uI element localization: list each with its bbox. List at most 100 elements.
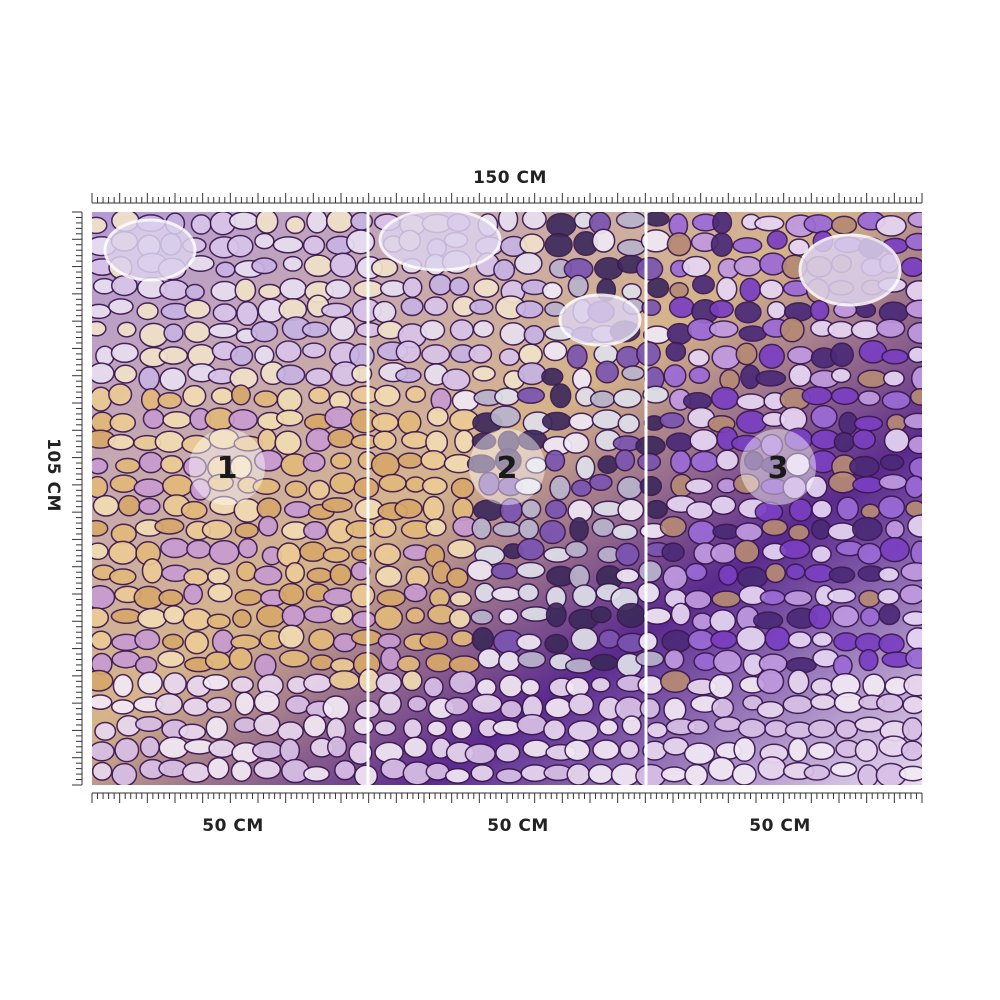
paint-cell	[285, 215, 306, 235]
paint-cell	[803, 214, 834, 234]
paint-cell	[850, 320, 881, 340]
paint-cell	[476, 678, 497, 697]
paint-cell	[162, 474, 194, 498]
paint-cell	[253, 690, 281, 714]
paint-cell	[285, 561, 306, 584]
paint-cell	[326, 736, 348, 758]
paint-cell	[448, 608, 471, 629]
paint-cell	[402, 717, 423, 739]
paint-cell	[687, 520, 717, 545]
paint-cell	[473, 278, 500, 298]
paint-cell	[636, 581, 661, 604]
paint-cell	[520, 499, 542, 519]
paint-cell	[234, 278, 257, 303]
paint-cell	[330, 605, 354, 625]
paint-cell	[735, 625, 767, 652]
paint-cell	[909, 387, 922, 406]
paint-cell	[852, 475, 884, 494]
paint-cell	[444, 696, 470, 716]
paint-cell	[828, 566, 856, 584]
paint-cell	[250, 320, 279, 343]
paint-cell	[301, 321, 329, 338]
paint-cell	[764, 562, 786, 584]
paint-cell	[549, 383, 572, 409]
paint-cell	[541, 281, 563, 300]
paint-cell	[405, 385, 427, 403]
paint-cell	[375, 672, 403, 694]
paint-cell	[788, 498, 813, 522]
paint-cell	[810, 677, 834, 696]
paint-cell	[159, 367, 187, 392]
paint-cell	[683, 742, 716, 766]
paint-cell	[734, 522, 763, 542]
paint-cell	[472, 319, 495, 338]
paint-cell	[275, 409, 304, 427]
paint-cell	[234, 522, 259, 539]
paint-cell	[803, 764, 831, 781]
paint-cell	[454, 429, 475, 454]
paint-cell	[301, 342, 327, 359]
paint-cell	[854, 738, 878, 763]
paint-cell	[544, 696, 572, 719]
paint-cell	[92, 320, 107, 337]
paint-cell	[711, 345, 741, 370]
paint-cell	[372, 430, 397, 451]
paint-cell	[397, 452, 423, 469]
paint-cell	[472, 365, 496, 382]
paint-cell	[835, 719, 859, 740]
panel-number: 2	[497, 451, 518, 486]
paint-cell	[401, 431, 431, 450]
paint-cell	[712, 212, 733, 235]
paint-cell	[419, 319, 446, 341]
panel-number: 3	[768, 451, 789, 486]
paint-cell	[543, 718, 566, 741]
paint-cell	[684, 589, 712, 610]
paint-cell	[666, 232, 692, 257]
paint-cell	[139, 322, 169, 348]
paint-cell	[302, 714, 327, 738]
paint-cell	[787, 737, 808, 763]
paint-cell	[92, 630, 112, 651]
paint-bubble	[103, 218, 197, 282]
paint-cell	[135, 716, 164, 732]
paint-cell	[734, 301, 762, 324]
paint-cell	[589, 473, 613, 492]
paint-cell	[616, 476, 643, 500]
paint-cell	[471, 693, 503, 715]
paint-cell	[420, 450, 447, 471]
paint-cell	[92, 457, 109, 475]
paint-cell	[329, 472, 357, 495]
paint-cell	[615, 212, 646, 229]
paint-cell	[230, 634, 261, 651]
paint-cell	[811, 631, 833, 648]
paint-cell	[157, 391, 183, 410]
paint-cell	[92, 669, 114, 692]
paint-cell	[272, 236, 304, 254]
paint-cell	[303, 765, 330, 783]
paint-cell	[590, 676, 611, 693]
paint-cell	[491, 586, 522, 602]
paint-cell	[711, 590, 741, 608]
paint-cell	[637, 452, 662, 472]
paint-cell	[516, 538, 545, 561]
paint-cell	[615, 567, 640, 584]
paint-cell	[669, 282, 689, 299]
paint-cell	[759, 589, 786, 606]
paint-cell	[516, 561, 546, 579]
paint-cell	[162, 605, 186, 625]
paint-cell	[857, 764, 879, 785]
paint-cell	[709, 299, 734, 319]
paint-cell	[858, 648, 879, 672]
paint-cell	[108, 298, 134, 315]
paint-cell	[308, 479, 331, 501]
paint-cell	[756, 668, 785, 695]
paint-cell	[202, 674, 230, 691]
paint-cell	[562, 432, 590, 454]
paint-cell	[520, 678, 541, 697]
paint-cell	[141, 558, 163, 584]
paint-cell	[92, 362, 115, 385]
paint-cell	[523, 324, 545, 345]
paint-cell	[642, 385, 670, 404]
paint-cell	[186, 539, 212, 559]
paint-cell	[113, 364, 138, 384]
